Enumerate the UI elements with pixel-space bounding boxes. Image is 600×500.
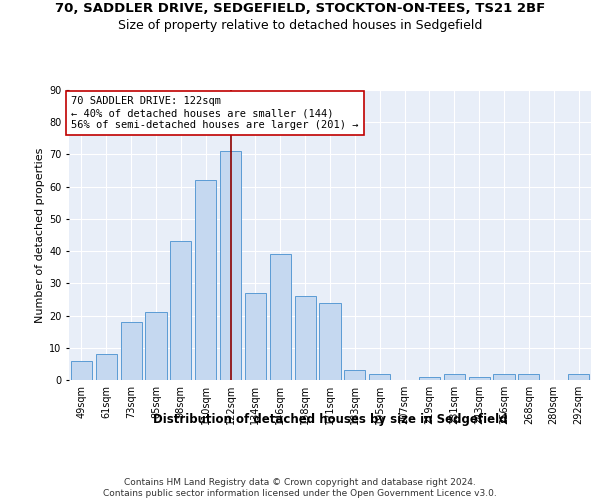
Bar [369, 374, 390, 380]
Bar [344, 370, 365, 380]
Bar [71, 360, 92, 380]
Bar [469, 377, 490, 380]
Bar [518, 374, 539, 380]
Text: 70 SADDLER DRIVE: 122sqm
← 40% of detached houses are smaller (144)
56% of semi-: 70 SADDLER DRIVE: 122sqm ← 40% of detach… [71, 96, 359, 130]
Bar [319, 302, 341, 380]
Y-axis label: Number of detached properties: Number of detached properties [35, 148, 45, 322]
Bar [568, 374, 589, 380]
Bar [220, 151, 241, 380]
Bar [96, 354, 117, 380]
Bar [419, 377, 440, 380]
Bar [493, 374, 515, 380]
Bar [170, 242, 191, 380]
Bar [195, 180, 216, 380]
Text: Size of property relative to detached houses in Sedgefield: Size of property relative to detached ho… [118, 19, 482, 32]
Bar [444, 374, 465, 380]
Text: 70, SADDLER DRIVE, SEDGEFIELD, STOCKTON-ON-TEES, TS21 2BF: 70, SADDLER DRIVE, SEDGEFIELD, STOCKTON-… [55, 2, 545, 16]
Text: Contains HM Land Registry data © Crown copyright and database right 2024.
Contai: Contains HM Land Registry data © Crown c… [103, 478, 497, 498]
Bar [121, 322, 142, 380]
Bar [295, 296, 316, 380]
Bar [145, 312, 167, 380]
Text: Distribution of detached houses by size in Sedgefield: Distribution of detached houses by size … [153, 412, 507, 426]
Bar [270, 254, 291, 380]
Bar [245, 293, 266, 380]
